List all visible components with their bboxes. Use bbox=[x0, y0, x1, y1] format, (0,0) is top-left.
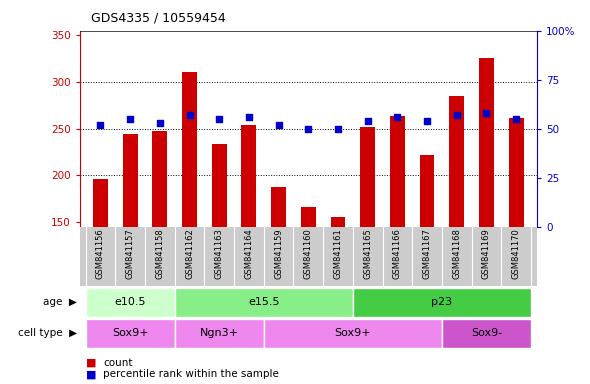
Bar bbox=[353, 288, 531, 317]
Text: Sox9-: Sox9- bbox=[471, 328, 502, 338]
Text: GSM841159: GSM841159 bbox=[274, 228, 283, 279]
Bar bbox=[479, 58, 494, 227]
Point bbox=[452, 112, 461, 118]
Text: GSM841165: GSM841165 bbox=[363, 228, 372, 279]
Text: Ngn3+: Ngn3+ bbox=[199, 328, 239, 338]
Point bbox=[333, 126, 343, 132]
Bar bbox=[182, 72, 197, 227]
Text: age  ▶: age ▶ bbox=[43, 297, 77, 308]
Bar bbox=[450, 96, 464, 227]
Bar bbox=[86, 288, 175, 317]
Point bbox=[512, 116, 521, 122]
Text: GSM841156: GSM841156 bbox=[96, 228, 105, 279]
Point bbox=[215, 116, 224, 122]
Point bbox=[481, 110, 491, 116]
Point bbox=[244, 114, 254, 120]
Bar bbox=[264, 319, 442, 348]
Bar bbox=[152, 131, 167, 227]
Text: cell type  ▶: cell type ▶ bbox=[18, 328, 77, 338]
Point bbox=[274, 122, 283, 128]
Text: e10.5: e10.5 bbox=[114, 297, 146, 308]
Bar bbox=[442, 319, 531, 348]
Text: count: count bbox=[103, 358, 133, 368]
Bar bbox=[330, 217, 345, 227]
Text: Sox9+: Sox9+ bbox=[112, 328, 149, 338]
Bar bbox=[175, 288, 353, 317]
Point bbox=[392, 114, 402, 120]
Point bbox=[304, 126, 313, 132]
Text: GSM841162: GSM841162 bbox=[185, 228, 194, 279]
Bar bbox=[241, 125, 256, 227]
Text: Sox9+: Sox9+ bbox=[335, 328, 371, 338]
Text: GSM841170: GSM841170 bbox=[512, 228, 520, 279]
Bar bbox=[271, 187, 286, 227]
Point bbox=[96, 122, 105, 128]
Bar bbox=[123, 134, 137, 227]
Bar bbox=[360, 127, 375, 227]
Point bbox=[185, 112, 194, 118]
Bar bbox=[390, 116, 405, 227]
Text: GSM841166: GSM841166 bbox=[393, 228, 402, 279]
Text: GSM841168: GSM841168 bbox=[452, 228, 461, 279]
Text: GSM841164: GSM841164 bbox=[244, 228, 253, 279]
Bar bbox=[93, 179, 108, 227]
Text: ■: ■ bbox=[86, 369, 96, 379]
Bar bbox=[86, 319, 175, 348]
Text: ■: ■ bbox=[86, 358, 96, 368]
Text: GDS4335 / 10559454: GDS4335 / 10559454 bbox=[91, 12, 226, 25]
Bar bbox=[509, 118, 523, 227]
Text: GSM841163: GSM841163 bbox=[215, 228, 224, 279]
Text: GSM841161: GSM841161 bbox=[333, 228, 342, 279]
Text: GSM841157: GSM841157 bbox=[126, 228, 135, 279]
Text: percentile rank within the sample: percentile rank within the sample bbox=[103, 369, 279, 379]
Text: GSM841169: GSM841169 bbox=[482, 228, 491, 279]
Bar bbox=[212, 144, 227, 227]
Point bbox=[126, 116, 135, 122]
Bar bbox=[175, 319, 264, 348]
Text: p23: p23 bbox=[431, 297, 453, 308]
Bar bbox=[301, 207, 316, 227]
Bar bbox=[419, 155, 434, 227]
Text: e15.5: e15.5 bbox=[248, 297, 280, 308]
Text: GSM841160: GSM841160 bbox=[304, 228, 313, 279]
Text: GSM841158: GSM841158 bbox=[155, 228, 165, 279]
Point bbox=[363, 118, 372, 124]
Point bbox=[155, 120, 165, 126]
Text: GSM841167: GSM841167 bbox=[422, 228, 431, 279]
Point bbox=[422, 118, 432, 124]
